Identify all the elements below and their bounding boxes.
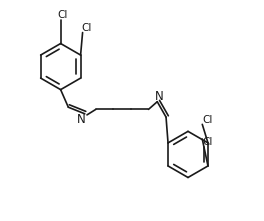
Text: Cl: Cl (202, 137, 213, 147)
Text: Cl: Cl (202, 115, 213, 125)
Text: N: N (77, 113, 86, 126)
Text: Cl: Cl (82, 23, 92, 33)
Text: Cl: Cl (58, 10, 68, 20)
Text: N: N (155, 90, 163, 103)
